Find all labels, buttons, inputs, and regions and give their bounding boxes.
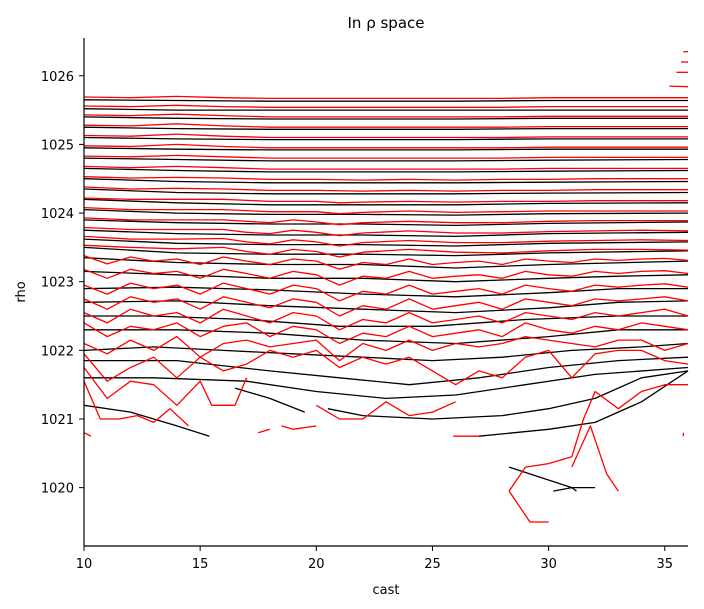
black-isoline-2 <box>327 370 689 420</box>
red-isoline-0 <box>83 380 189 427</box>
black-isoline-27 <box>83 108 688 111</box>
red-isoline-11 <box>83 296 689 317</box>
y-tick-label: 1022 <box>41 344 74 359</box>
black-isoline-28 <box>83 99 688 102</box>
red-isoline-1 <box>83 432 92 437</box>
black-isoline-22 <box>83 157 689 162</box>
y-tick-label: 1024 <box>41 207 74 222</box>
red-isoline-15 <box>83 244 689 258</box>
black-isoline-24 <box>83 136 688 141</box>
red-isoline-12 <box>83 282 689 302</box>
black-isoline-29 <box>508 466 596 489</box>
x-axis-label: cast <box>373 583 400 598</box>
black-isoline-10 <box>83 286 688 298</box>
red-isoline-24 <box>83 154 688 159</box>
red-isoline-7 <box>83 349 689 386</box>
x-ticks: 10 15 20 25 30 35 <box>76 546 673 572</box>
black-isoline-1 <box>234 387 305 413</box>
black-isoline-14 <box>83 238 689 247</box>
chart-title: In ρ space <box>348 14 425 32</box>
black-isoline-25 <box>83 126 688 130</box>
red-isoline-33 <box>571 425 619 492</box>
black-isoline-19 <box>83 188 689 195</box>
black-isoline-12 <box>83 257 689 269</box>
black-isoline-30 <box>553 486 577 492</box>
black-isoline-15 <box>83 229 689 238</box>
red-isoline-20 <box>83 197 688 204</box>
y-tick-label: 1025 <box>41 138 74 153</box>
red-isoline-4 <box>281 425 317 430</box>
black-isoline-3 <box>478 370 689 437</box>
x-tick-label: 25 <box>424 557 441 572</box>
y-tick-label: 1021 <box>41 413 74 428</box>
x-tick-label: 10 <box>76 557 93 572</box>
y-tick-label: 1023 <box>41 276 74 291</box>
black-isoline-17 <box>83 208 689 216</box>
y-axis-label: rho <box>14 281 29 302</box>
red-isoline-22 <box>83 176 688 181</box>
black-isoline-7 <box>84 329 688 345</box>
red-isoline-2 <box>83 367 248 406</box>
black-isoline-13 <box>83 246 689 257</box>
black-isoline-21 <box>83 167 689 173</box>
red-isoline-10 <box>83 308 689 331</box>
red-isoline-25 <box>83 143 688 149</box>
y-ticks: 1020 1021 1022 1023 1024 1025 1026 <box>41 70 84 497</box>
axes-spines <box>83 38 688 547</box>
y-tick-label: 1020 <box>41 482 74 497</box>
black-isoline-6 <box>83 342 689 362</box>
x-tick-label: 20 <box>308 557 325 572</box>
black-isoline-26 <box>83 116 688 120</box>
black-isoline-23 <box>83 147 688 151</box>
red-isoline-9 <box>83 322 689 345</box>
red-isoline-5 <box>315 401 456 420</box>
x-tick-label: 30 <box>540 557 557 572</box>
red-isoline-8 <box>83 335 689 362</box>
red-isoline-30 <box>83 95 688 100</box>
red-isoline-19 <box>83 206 688 215</box>
red-isoline-28 <box>83 113 688 118</box>
black-isoline-16 <box>83 219 689 227</box>
red-isoline-14 <box>83 254 689 270</box>
red-isoline-31 <box>508 490 549 523</box>
red-isoline-27 <box>83 123 688 128</box>
red-isoline-23 <box>83 165 688 170</box>
red-isoline-18 <box>83 217 688 226</box>
red-isoline-35 <box>669 85 689 88</box>
red-isoline-16 <box>83 235 689 247</box>
red-isoline-13 <box>83 268 689 286</box>
black-isoline-9 <box>83 300 689 314</box>
x-tick-label: 15 <box>192 557 209 572</box>
red-isoline-29 <box>83 104 688 108</box>
red-isoline-21 <box>83 186 688 192</box>
y-tick-label: 1026 <box>41 70 74 85</box>
red-isoline-3 <box>258 428 270 434</box>
black-isoline-8 <box>84 315 688 327</box>
black-isoline-18 <box>83 198 689 206</box>
black-isoline-11 <box>83 270 689 283</box>
red-isoline-26 <box>83 133 688 139</box>
red-isoline-32 <box>508 384 688 492</box>
plot-lines <box>83 51 689 523</box>
x-tick-label: 35 <box>656 557 673 572</box>
black-isoline-5 <box>84 356 689 386</box>
red-isoline-17 <box>83 226 689 237</box>
black-isoline-20 <box>83 178 689 184</box>
black-isoline-0 <box>83 404 210 437</box>
